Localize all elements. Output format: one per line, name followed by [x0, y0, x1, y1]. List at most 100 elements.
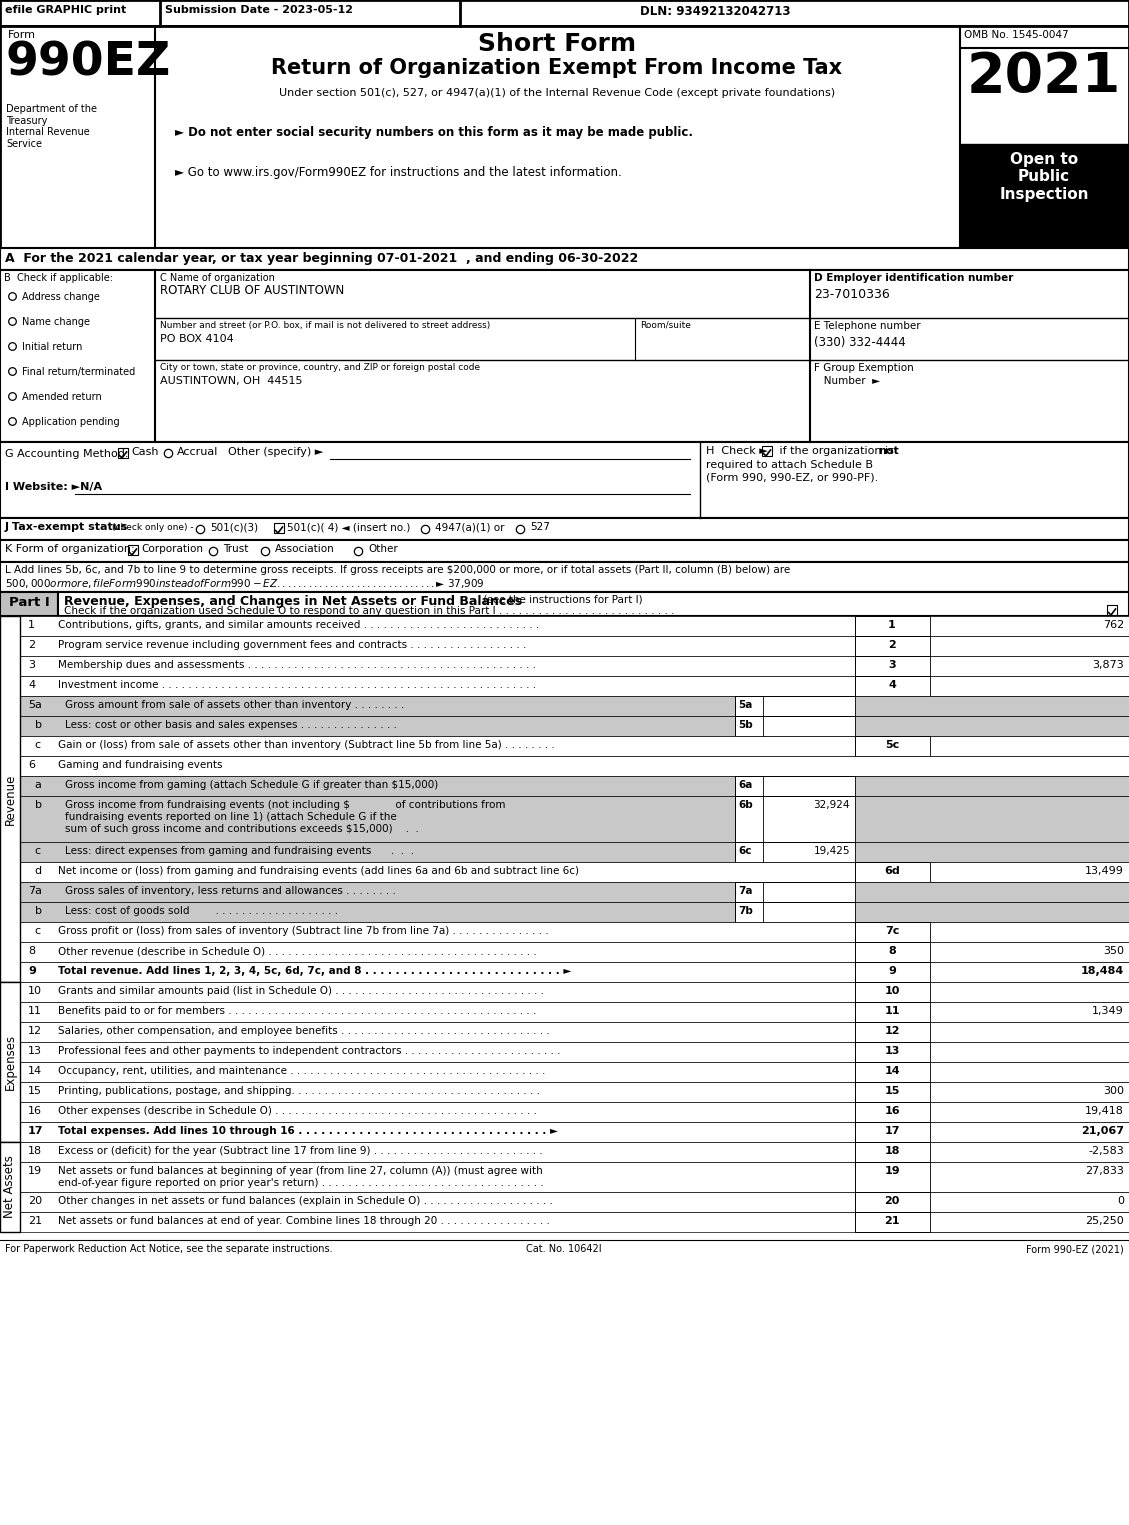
Bar — [855, 962, 930, 982]
Text: Cash: Cash — [131, 447, 158, 458]
Bar — [930, 962, 1129, 982]
Text: 9: 9 — [28, 965, 36, 976]
Bar — [20, 1122, 1129, 1142]
Text: 32,924: 32,924 — [814, 801, 850, 810]
Bar — [855, 717, 1129, 737]
Text: Gross amount from sale of assets other than inventory . . . . . . . .: Gross amount from sale of assets other t… — [65, 700, 404, 711]
Bar — [930, 636, 1129, 656]
Text: Address change: Address change — [21, 291, 99, 302]
Text: 21,067: 21,067 — [1080, 1125, 1124, 1136]
Text: Net assets or fund balances at end of year. Combine lines 18 through 20 . . . . : Net assets or fund balances at end of ye… — [58, 1215, 550, 1226]
Text: 2: 2 — [28, 640, 35, 650]
Bar — [20, 656, 1129, 676]
Text: not: not — [878, 445, 899, 456]
Bar — [0, 616, 20, 982]
Text: $500,000 or more, file Form 990 instead of Form 990-EZ . . . . . . . . . . . . .: $500,000 or more, file Form 990 instead … — [5, 576, 484, 590]
Text: c: c — [28, 846, 41, 856]
Text: Revenue, Expenses, and Changes in Net Assets or Fund Balances: Revenue, Expenses, and Changes in Net As… — [64, 595, 522, 608]
Bar — [930, 1061, 1129, 1083]
Bar — [762, 445, 772, 456]
Text: F Group Exemption: F Group Exemption — [814, 363, 913, 374]
Bar — [930, 1142, 1129, 1162]
Bar — [930, 923, 1129, 942]
Bar — [0, 442, 1129, 518]
Text: 8: 8 — [28, 946, 35, 956]
Text: 13: 13 — [28, 1046, 42, 1055]
Bar — [855, 923, 930, 942]
Text: For Paperwork Reduction Act Notice, see the separate instructions.: For Paperwork Reduction Act Notice, see … — [5, 1244, 333, 1254]
Text: City or town, state or province, country, and ZIP or foreign postal code: City or town, state or province, country… — [160, 363, 480, 372]
Bar — [960, 143, 1129, 249]
Text: E Telephone number: E Telephone number — [814, 320, 920, 331]
Text: ► Do not enter social security numbers on this form as it may be made public.: ► Do not enter social security numbers o… — [175, 127, 693, 139]
Bar — [20, 1193, 1129, 1212]
Text: Gross sales of inventory, less returns and allowances . . . . . . . .: Gross sales of inventory, less returns a… — [65, 886, 396, 897]
Text: Check if the organization used Schedule O to respond to any question in this Par: Check if the organization used Schedule … — [64, 605, 674, 616]
Text: B  Check if applicable:: B Check if applicable: — [5, 273, 113, 284]
Bar — [20, 756, 1129, 776]
Text: Total expenses. Add lines 10 through 16 . . . . . . . . . . . . . . . . . . . . : Total expenses. Add lines 10 through 16 … — [58, 1125, 558, 1136]
Bar — [0, 0, 1129, 26]
Bar — [855, 776, 1129, 796]
Text: Printing, publications, postage, and shipping. . . . . . . . . . . . . . . . . .: Printing, publications, postage, and shi… — [58, 1086, 540, 1096]
Text: 9: 9 — [889, 965, 896, 976]
Text: Occupancy, rent, utilities, and maintenance . . . . . . . . . . . . . . . . . . : Occupancy, rent, utilities, and maintena… — [58, 1066, 545, 1077]
Text: 7a: 7a — [738, 886, 753, 897]
Text: Name change: Name change — [21, 317, 90, 326]
Bar — [930, 1083, 1129, 1103]
Bar — [20, 1212, 1129, 1232]
Text: 10: 10 — [28, 987, 42, 996]
Text: Investment income . . . . . . . . . . . . . . . . . . . . . . . . . . . . . . . : Investment income . . . . . . . . . . . … — [58, 680, 536, 689]
Text: J Tax-exempt status: J Tax-exempt status — [5, 522, 129, 532]
Bar — [735, 901, 855, 923]
Text: end-of-year figure reported on prior year's return) . . . . . . . . . . . . . . : end-of-year figure reported on prior yea… — [58, 1177, 544, 1188]
Text: 4: 4 — [28, 680, 35, 689]
Text: 25,250: 25,250 — [1085, 1215, 1124, 1226]
Bar — [930, 942, 1129, 962]
Bar — [0, 518, 1129, 540]
Bar — [20, 942, 1129, 962]
Bar — [855, 737, 930, 756]
Text: 5c: 5c — [885, 740, 899, 750]
Bar — [855, 901, 1129, 923]
Bar — [20, 717, 1129, 737]
Text: Less: cost of goods sold        . . . . . . . . . . . . . . . . . . .: Less: cost of goods sold . . . . . . . .… — [65, 906, 338, 917]
Text: Salaries, other compensation, and employee benefits . . . . . . . . . . . . . . : Salaries, other compensation, and employ… — [58, 1026, 550, 1035]
Text: 19,418: 19,418 — [1085, 1106, 1124, 1116]
Text: 18,484: 18,484 — [1080, 965, 1124, 976]
Bar — [855, 695, 1129, 717]
Text: 12: 12 — [28, 1026, 42, 1035]
Text: 16: 16 — [884, 1106, 900, 1116]
Bar — [855, 1212, 930, 1232]
Text: Association: Association — [275, 544, 335, 554]
Text: Excess or (deficit) for the year (Subtract line 17 from line 9) . . . . . . . . : Excess or (deficit) for the year (Subtra… — [58, 1145, 543, 1156]
Bar — [930, 1162, 1129, 1193]
Text: Program service revenue including government fees and contracts . . . . . . . . : Program service revenue including govern… — [58, 640, 526, 650]
Text: Gain or (loss) from sale of assets other than inventory (Subtract line 5b from l: Gain or (loss) from sale of assets other… — [58, 740, 554, 750]
Bar — [855, 676, 930, 695]
Bar — [855, 1193, 930, 1212]
Bar — [20, 982, 1129, 1002]
Bar — [930, 1022, 1129, 1042]
Text: Gross profit or (loss) from sales of inventory (Subtract line 7b from line 7a) .: Gross profit or (loss) from sales of inv… — [58, 926, 549, 936]
Text: b: b — [28, 906, 42, 917]
Bar — [20, 862, 1129, 881]
Text: 6b: 6b — [738, 801, 753, 810]
Text: Net Assets: Net Assets — [3, 1156, 17, 1218]
Text: Under section 501(c), 527, or 4947(a)(1) of the Internal Revenue Code (except pr: Under section 501(c), 527, or 4947(a)(1)… — [279, 88, 835, 98]
Text: 3: 3 — [28, 660, 35, 669]
Text: Form: Form — [8, 30, 36, 40]
Text: 2021: 2021 — [966, 50, 1121, 104]
Bar — [20, 1162, 1129, 1193]
Text: C Name of organization: C Name of organization — [160, 273, 274, 284]
Text: 5a: 5a — [28, 700, 42, 711]
Text: Submission Date - 2023-05-12: Submission Date - 2023-05-12 — [165, 5, 353, 15]
Text: 3,873: 3,873 — [1092, 660, 1124, 669]
Text: c: c — [28, 740, 41, 750]
Bar — [0, 563, 1129, 592]
Bar — [20, 1042, 1129, 1061]
Bar — [930, 676, 1129, 695]
Text: 21: 21 — [28, 1215, 42, 1226]
Text: d: d — [28, 866, 42, 875]
Text: 7a: 7a — [28, 886, 42, 897]
